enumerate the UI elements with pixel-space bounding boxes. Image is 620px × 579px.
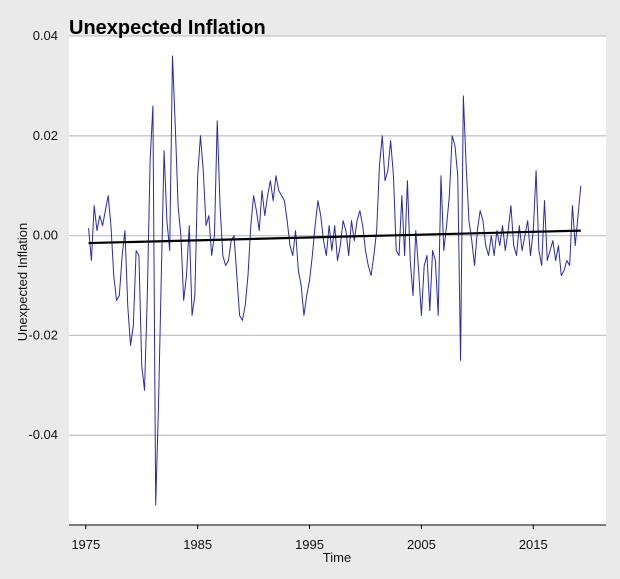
x-axis-title: Time (323, 550, 351, 565)
y-tick-label: 0.04 (33, 28, 58, 43)
gridlines (69, 35, 606, 436)
plot-background (69, 36, 606, 525)
x-tick-label: 1985 (183, 537, 212, 552)
trend-line (88, 229, 581, 245)
x-tick-label: 1975 (71, 537, 100, 552)
x-tick-label: 2015 (519, 537, 548, 552)
y-axis-title: Unexpected Inflation (15, 223, 30, 342)
x-tick-label: 1995 (295, 537, 324, 552)
y-tick-label: -0.02 (28, 327, 58, 342)
chart-title: Unexpected Inflation (69, 17, 266, 39)
y-tick-label: -0.04 (28, 427, 58, 442)
y-tick-label: 0.02 (33, 128, 58, 143)
y-tick-label: 0.00 (33, 228, 58, 243)
tick-labels: 0.04 0.02 0.00 -0.02 -0.04 1975 1985 1995 2005 20… (28, 28, 547, 552)
x-tick-label: 2005 (407, 537, 436, 552)
series-layer (88, 55, 582, 506)
series-line-unexpected-inflation (88, 55, 582, 506)
